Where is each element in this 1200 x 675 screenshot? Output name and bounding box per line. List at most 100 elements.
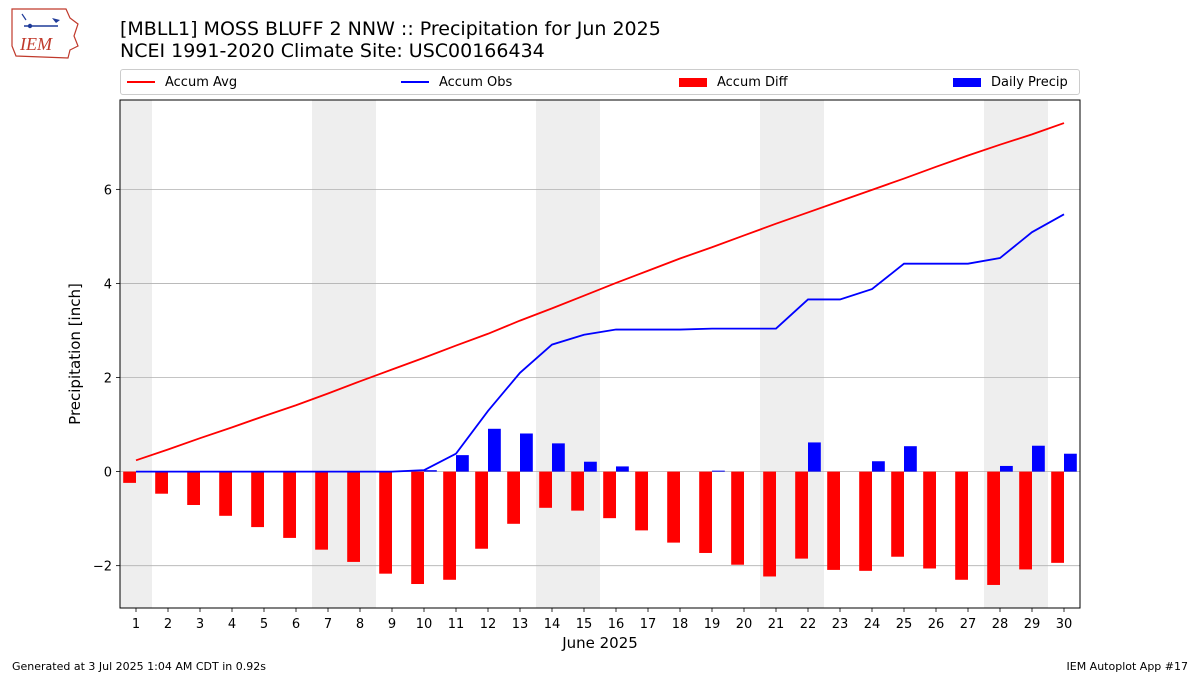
daily-precip-bar-day-30 [1064,453,1077,472]
x-tick-label-29: 29 [1024,617,1041,632]
x-tick-label-6: 6 [292,617,300,632]
y-tick-label-0: 0 [104,466,112,481]
legend-avg-swatch [127,81,155,83]
accum-diff-bar-day-9 [379,471,392,574]
x-tick-label-4: 4 [228,617,236,632]
x-tick-label-8: 8 [356,617,364,632]
accum-diff-bar-day-14 [539,471,552,508]
accum-diff-bar-day-29 [1019,471,1032,570]
daily-precip-bar-day-15 [584,461,597,472]
accum-diff-bar-day-19 [699,471,712,553]
chart-legend: Accum Avg Accum Obs Accum Diff Daily Pre… [120,69,1080,95]
x-tick-label-24: 24 [864,617,881,632]
x-tick-label-17: 17 [640,617,657,632]
accum-diff-bar-day-23 [827,471,840,570]
accum-diff-bar-day-24 [859,471,872,571]
accum-obs-line [136,213,1065,473]
x-tick-label-19: 19 [704,617,721,632]
accum-diff-bar-day-16 [603,471,616,519]
daily-precip-bar-day-19 [712,470,725,472]
plot-frame [119,99,1081,609]
daily-precip-bar-day-14 [552,443,565,472]
accum-diff-bar-day-5 [251,471,264,528]
x-tick-label-21: 21 [768,617,785,632]
y-tick-label--2: −2 [93,560,112,575]
x-tick-label-20: 20 [736,617,753,632]
x-tick-label-28: 28 [992,617,1009,632]
daily-precip-bar-day-24 [872,461,885,472]
accum-avg-line [135,122,1065,462]
accum-diff-bar-day-27 [955,471,968,580]
daily-precip-bar-day-29 [1032,445,1045,472]
daily-precip-bar-day-12 [488,428,501,472]
x-tick-label-25: 25 [896,617,913,632]
accum-diff-bar-day-8 [347,471,360,562]
iem-logo: IEM [8,6,80,60]
accum-diff-bar-day-13 [507,471,520,524]
x-tick-label-1: 1 [132,617,140,632]
x-tick-label-27: 27 [960,617,977,632]
x-tick-label-12: 12 [480,617,497,632]
accum-diff-bar-day-7 [315,471,328,550]
accum-diff-bar-day-12 [475,471,488,549]
x-tick-label-16: 16 [608,617,625,632]
x-tick-label-2: 2 [164,617,172,632]
accum-diff-bar-day-17 [635,471,648,531]
legend-diff-swatch [679,77,707,87]
legend-daily-label: Daily Precip [991,74,1068,90]
daily-precip-bar-day-16 [616,466,629,472]
daily-precip-bar-day-25 [904,446,917,472]
x-tick-label-22: 22 [800,617,817,632]
accum-diff-bar-day-2 [155,471,168,494]
legend-accum-obs: Accum Obs [401,70,512,94]
accum-diff-bar-day-21 [763,471,776,577]
accum-diff-bar-day-25 [891,471,904,557]
x-tick-label-14: 14 [544,617,561,632]
weekend-shade-day-15 [568,100,600,608]
x-tick-label-11: 11 [448,617,465,632]
daily-precip-bar-day-22 [808,442,821,472]
x-tick-label-5: 5 [260,617,268,632]
footer-generated: Generated at 3 Jul 2025 1:04 AM CDT in 0… [12,660,266,673]
logo-text: IEM [19,34,53,54]
daily-precip-bar-day-11 [456,455,469,472]
chart-subtitle: NCEI 1991-2020 Climate Site: USC00166434 [120,40,545,62]
accum-diff-bar-day-18 [667,471,680,543]
x-tick-label-30: 30 [1056,617,1073,632]
legend-avg-label: Accum Avg [165,74,238,90]
accum-diff-bar-day-6 [283,471,296,538]
x-tick-label-9: 9 [388,617,396,632]
x-tick-label-15: 15 [576,617,593,632]
accum-diff-bar-day-3 [187,471,200,505]
accum-diff-bar-day-28 [987,471,1000,585]
legend-accum-avg: Accum Avg [127,70,237,94]
x-tick-label-23: 23 [832,617,849,632]
legend-obs-swatch [401,81,429,83]
legend-daily-swatch [953,77,981,87]
accum-diff-bar-day-30 [1051,471,1064,563]
x-tick-label-26: 26 [928,617,945,632]
accum-diff-bar-day-10 [411,471,424,585]
legend-accum-diff: Accum Diff [679,70,788,94]
legend-obs-label: Accum Obs [439,74,513,90]
chart-title: [MBLL1] MOSS BLUFF 2 NNW :: Precipitatio… [120,18,661,40]
accum-diff-bar-day-22 [795,471,808,559]
y-tick-label-4: 4 [104,277,112,292]
daily-precip-bar-day-13 [520,433,533,472]
accum-diff-bar-day-1 [123,471,136,483]
legend-daily-precip: Daily Precip [953,70,1068,94]
daily-precip-bar-day-28 [1000,465,1013,472]
accum-diff-bar-day-11 [443,471,456,580]
x-tick-label-10: 10 [416,617,433,632]
y-tick-label-6: 6 [104,183,112,198]
accum-diff-bar-day-4 [219,471,232,516]
footer-app: IEM Autoplot App #17 [1066,660,1189,673]
weekend-shade-day-1 [120,100,152,608]
x-axis-label: June 2025 [562,634,638,652]
y-tick-label-2: 2 [104,372,112,387]
accum-diff-bar-day-20 [731,471,744,565]
y-axis-label: Precipitation [inch] [66,283,84,425]
x-tick-label-3: 3 [196,617,204,632]
daily-precip-bar-day-10 [424,470,437,472]
